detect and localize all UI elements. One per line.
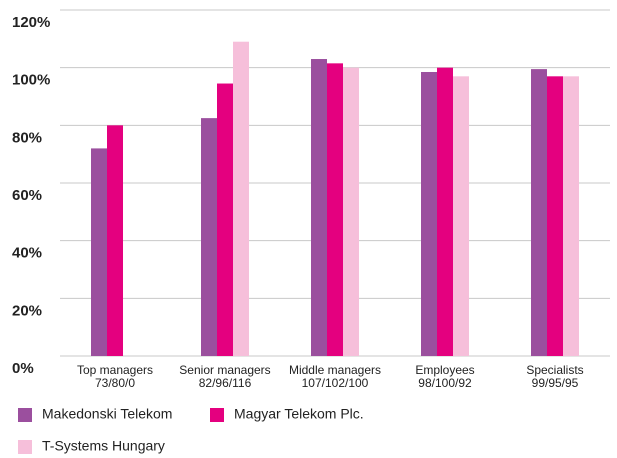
y-tick-label: 80% <box>12 129 42 146</box>
bar <box>343 67 359 357</box>
bar <box>201 118 217 356</box>
bar <box>327 63 343 356</box>
y-tick-label: 60% <box>12 187 42 204</box>
legend-label: Magyar Telekom Plc. <box>234 406 364 422</box>
x-tick-label: Top managers <box>77 363 153 377</box>
bar <box>233 41 249 356</box>
x-tick-label: Middle managers <box>289 363 381 377</box>
legend-swatch <box>18 408 32 422</box>
y-tick-label: 40% <box>12 245 42 262</box>
legend-swatch <box>210 408 224 422</box>
bar <box>107 125 123 356</box>
x-tick-label: 82/96/116 <box>199 376 252 390</box>
legend-label: T-Systems Hungary <box>42 438 165 454</box>
bar <box>453 76 469 357</box>
x-tick-label: Senior managers <box>179 363 270 377</box>
y-tick-label: 0% <box>12 360 34 377</box>
y-tick-label: 20% <box>12 302 42 319</box>
bar <box>531 69 547 356</box>
x-tick-label: 98/100/92 <box>418 376 472 390</box>
bar <box>217 83 233 357</box>
bar <box>311 59 327 357</box>
bar <box>437 67 453 357</box>
legend-swatch <box>18 440 32 454</box>
x-tick-label: 99/95/95 <box>532 376 579 390</box>
x-tick-label: 73/80/0 <box>95 376 135 390</box>
y-tick-label: 100% <box>12 72 50 89</box>
bar <box>563 76 579 357</box>
x-tick-label: 107/102/100 <box>302 376 369 390</box>
x-tick-label: Employees <box>415 363 474 377</box>
bar <box>421 71 437 356</box>
y-tick-label: 120% <box>12 14 50 31</box>
bar <box>547 76 563 357</box>
legend-label: Makedonski Telekom <box>42 406 172 422</box>
bar <box>91 148 107 356</box>
x-tick-label: Specialists <box>526 363 583 377</box>
